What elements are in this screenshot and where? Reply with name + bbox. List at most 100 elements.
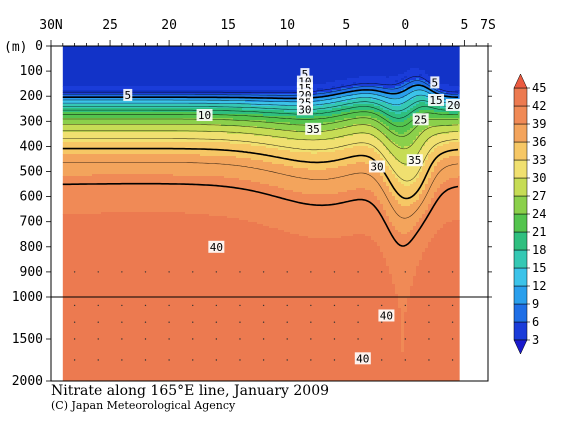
- nitrate-band-cell: [158, 124, 162, 133]
- nitrate-band-cell: [269, 136, 273, 149]
- nitrate-band-cell: [341, 192, 345, 237]
- nitrate-band-cell: [170, 112, 174, 119]
- nitrate-band-cell: [446, 158, 450, 181]
- nitrate-band-cell: [413, 98, 417, 107]
- nitrate-band-cell: [92, 92, 96, 95]
- nitrate-band-cell: [284, 46, 288, 87]
- nitrate-band-cell: [338, 114, 342, 121]
- nitrate-band-cell: [311, 140, 315, 155]
- nitrate-band-cell: [212, 114, 216, 119]
- nitrate-band-cell: [68, 118, 72, 125]
- nitrate-band-cell: [311, 238, 315, 381]
- nitrate-band-cell: [275, 94, 279, 99]
- nitrate-band-cell: [302, 194, 306, 237]
- nitrate-band-cell: [173, 154, 177, 177]
- nitrate-band-cell: [383, 116, 387, 125]
- nitrate-band-cell: [422, 86, 426, 91]
- nitrate-band-cell: [80, 154, 84, 177]
- nitrate-band-cell: [89, 94, 93, 99]
- nitrate-band-cell: [305, 152, 309, 169]
- nitrate-band-cell: [332, 122, 336, 131]
- nitrate-band-cell: [290, 124, 294, 131]
- nitrate-band-cell: [236, 178, 240, 219]
- nitrate-band-cell: [119, 94, 123, 99]
- nitrate-band-cell: [398, 182, 402, 205]
- nitrate-band-cell: [368, 110, 372, 117]
- station-dot: [262, 271, 265, 273]
- nitrate-band-cell: [242, 94, 246, 99]
- nitrate-band-cell: [104, 98, 108, 101]
- nitrate-band-cell: [383, 146, 387, 163]
- y-tick-label: 200: [20, 89, 43, 104]
- nitrate-band-cell: [113, 132, 117, 143]
- nitrate-band-cell: [212, 86, 216, 91]
- nitrate-band-cell: [155, 90, 159, 93]
- nitrate-band-cell: [401, 78, 405, 81]
- nitrate-band-cell: [416, 222, 420, 267]
- nitrate-band-cell: [77, 118, 81, 125]
- nitrate-band-cell: [167, 98, 171, 101]
- y-tick-label: 900: [20, 265, 43, 280]
- station-dot: [97, 304, 99, 307]
- nitrate-band-cell: [104, 100, 108, 105]
- nitrate-band-cell: [320, 100, 324, 107]
- nitrate-band-cell: [371, 126, 375, 137]
- nitrate-band-cell: [161, 112, 165, 119]
- nitrate-band-cell: [350, 46, 354, 79]
- station-dot: [333, 321, 336, 323]
- nitrate-band-cell: [305, 236, 309, 381]
- nitrate-band-cell: [218, 216, 222, 381]
- station-dot: [262, 359, 265, 361]
- nitrate-band-cell: [152, 94, 156, 99]
- nitrate-band-cell: [275, 130, 279, 139]
- nitrate-band-cell: [260, 94, 264, 99]
- nitrate-band-cell: [266, 102, 270, 107]
- station-dot: [381, 304, 383, 307]
- nitrate-band-cell: [104, 86, 108, 91]
- nitrate-band-cell: [305, 168, 309, 195]
- nitrate-band-cell: [155, 92, 159, 95]
- nitrate-band-cell: [443, 46, 447, 85]
- colorbar-segment: [513, 213, 528, 233]
- nitrate-band-cell: [107, 112, 111, 119]
- nitrate-band-cell: [341, 88, 345, 93]
- nitrate-band-cell: [206, 118, 210, 125]
- nitrate-band-cell: [440, 118, 444, 127]
- nitrate-band-cell: [302, 140, 306, 153]
- nitrate-band-cell: [275, 92, 279, 95]
- nitrate-band-cell: [440, 126, 444, 135]
- nitrate-band-cell: [71, 176, 75, 215]
- nitrate-band-cell: [215, 90, 219, 93]
- nitrate-band-cell: [371, 76, 375, 87]
- nitrate-band-cell: [119, 112, 123, 119]
- nitrate-band-cell: [209, 90, 213, 93]
- nitrate-band-cell: [332, 98, 336, 105]
- nitrate-band-cell: [65, 98, 69, 101]
- nitrate-band-cell: [335, 120, 339, 129]
- nitrate-band-cell: [392, 130, 396, 143]
- nitrate-band-cell: [401, 134, 405, 149]
- nitrate-band-cell: [212, 118, 216, 125]
- nitrate-band-cell: [242, 46, 246, 87]
- nitrate-band-cell: [140, 132, 144, 143]
- nitrate-band-cell: [410, 80, 414, 87]
- nitrate-band-cell: [77, 86, 81, 91]
- station-dot: [451, 271, 454, 273]
- nitrate-band-cell: [266, 46, 270, 87]
- nitrate-band-cell: [83, 94, 87, 99]
- nitrate-band-cell: [353, 134, 357, 147]
- nitrate-band-cell: [134, 100, 138, 105]
- nitrate-band-cell: [209, 46, 213, 87]
- nitrate-band-cell: [458, 124, 460, 133]
- nitrate-band-cell: [416, 68, 420, 79]
- station-dot: [381, 359, 383, 361]
- nitrate-band-cell: [86, 118, 90, 125]
- nitrate-band-cell: [320, 92, 324, 97]
- nitrate-band-cell: [239, 90, 243, 93]
- nitrate-band-cell: [119, 174, 123, 213]
- nitrate-band-cell: [227, 86, 231, 91]
- nitrate-band-cell: [254, 136, 258, 147]
- nitrate-band-cell: [125, 124, 129, 133]
- contour-label: 25: [414, 113, 427, 126]
- nitrate-band-cell: [182, 86, 186, 91]
